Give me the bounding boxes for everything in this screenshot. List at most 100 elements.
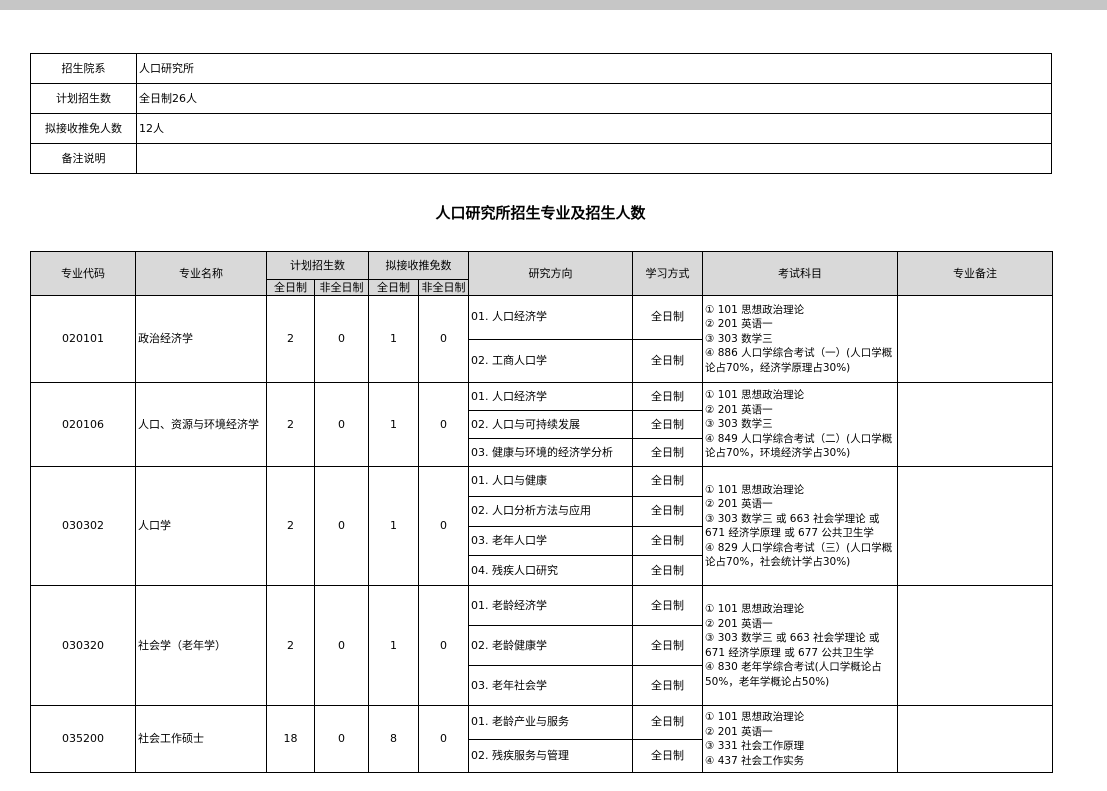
program-remark	[897, 705, 1053, 773]
exam-subject: ④ 849 人口学综合考试（二）(人口学概论占70%，环境经济学占30%)	[705, 432, 893, 460]
exam-subjects: ① 101 思想政治理论 ② 201 英语一 ③ 303 数学三 ④ 849 人口学综…	[702, 382, 898, 467]
direction: 01. 老龄经济学	[468, 585, 633, 626]
exam-subjects: ① 101 思想政治理论 ② 201 英语一 ③ 331 社会工作原理 ④ 437 社…	[702, 705, 898, 773]
direction: 01. 人口经济学	[468, 382, 633, 411]
exam-subject: ④ 886 人口学综合考试（一）(人口学概论占70%，经济学原理占30%)	[705, 347, 893, 374]
info-label: 计划招生数	[30, 83, 137, 114]
header-plan-full: 全日制	[266, 279, 315, 296]
header-name: 专业名称	[135, 251, 267, 296]
exam-subject: ① 101 思想政治理论	[705, 603, 805, 615]
study-mode: 全日制	[632, 382, 703, 411]
plan-full: 2	[266, 382, 315, 467]
program-remark	[897, 382, 1053, 467]
info-row: 拟接收推免人数 12人	[30, 113, 1052, 144]
page-title: 人口研究所招生专业及招生人数	[435, 204, 646, 222]
program-row: 020106 人口、资源与环境经济学 2 0 1 0 01. 人口经济学 全日制 ①…	[30, 382, 1053, 467]
info-row: 计划招生数 全日制26人	[30, 83, 1052, 114]
tuimian-full: 1	[368, 466, 419, 586]
direction: 03. 老年人口学	[468, 525, 633, 557]
exam-subject: ① 101 思想政治理论	[705, 483, 805, 496]
header-tm-full: 全日制	[368, 279, 419, 296]
study-mode: 全日制	[632, 338, 703, 383]
direction: 03. 健康与环境的经济学分析	[468, 438, 633, 467]
header-plan-part: 非全日制	[314, 279, 369, 296]
program-remark	[897, 466, 1053, 586]
header-exam: 考试科目	[702, 251, 898, 296]
header-mode: 学习方式	[632, 251, 703, 296]
tuimian-part: 0	[418, 585, 469, 706]
program-row: 03. 健康与环境的经济学分析 全日制	[31, 438, 1053, 467]
plan-full: 18	[266, 705, 315, 773]
study-mode: 全日制	[632, 665, 703, 706]
exam-subject: ① 101 思想政治理论	[705, 389, 805, 402]
program-code: 020101	[30, 295, 136, 383]
exam-subject: ③ 331 社会工作原理	[705, 740, 805, 752]
direction: 02. 残疾服务与管理	[468, 738, 633, 773]
header-direction: 研究方向	[468, 251, 633, 296]
direction: 01. 老龄产业与服务	[468, 705, 633, 740]
tuimian-part: 0	[418, 295, 469, 383]
direction: 02. 工商人口学	[468, 338, 633, 383]
tuimian-part: 0	[418, 466, 469, 586]
program-row: 03. 老年人口学 全日制	[31, 525, 1053, 557]
direction: 02. 老龄健康学	[468, 625, 633, 666]
exam-subject: ② 201 英语一	[705, 498, 773, 510]
plan-full: 2	[266, 585, 315, 706]
info-value: 人口研究所	[136, 53, 1052, 84]
header-remark: 专业备注	[897, 251, 1053, 296]
program-row: 020101 政治经济学 2 0 1 0 01. 人口经济学 全日制 ① 101 思…	[30, 295, 1053, 383]
header-tm-part: 非全日制	[418, 279, 469, 296]
study-mode: 全日制	[632, 410, 703, 439]
info-value: 全日制26人	[136, 83, 1052, 114]
program-remark	[897, 295, 1053, 383]
study-mode: 全日制	[632, 585, 703, 626]
program-name: 社会工作硕士	[135, 705, 267, 773]
direction: 03. 老年社会学	[468, 665, 633, 706]
study-mode: 全日制	[632, 525, 703, 557]
header-tuimian: 拟接收推免数	[368, 251, 469, 280]
info-value	[136, 143, 1052, 174]
exam-subject: ④ 830 老年学综合考试(人口学概论占50%，老年学概论占50%)	[705, 661, 882, 688]
program-remark	[897, 585, 1053, 706]
program-name: 政治经济学	[135, 295, 267, 383]
exam-subject: ③ 303 数学三	[705, 418, 773, 431]
direction: 04. 残疾人口研究	[468, 555, 633, 586]
exam-subject: ② 201 英语一	[705, 617, 773, 630]
direction: 02. 人口分析方法与应用	[468, 495, 633, 527]
info-label: 拟接收推免人数	[30, 113, 137, 144]
exam-subject: ② 201 英语一	[705, 403, 773, 416]
plan-part: 0	[314, 295, 369, 383]
exam-subject: ③ 303 数学三 或 663 社会学理论 或 671 经济学原理 或 677 …	[705, 512, 880, 540]
direction: 01. 人口与健康	[468, 466, 633, 497]
exam-subject: ① 101 思想政治理论	[705, 303, 805, 316]
program-code: 020106	[30, 382, 136, 467]
plan-full: 2	[266, 466, 315, 586]
study-mode: 全日制	[632, 495, 703, 527]
plan-part: 0	[314, 382, 369, 467]
info-label: 备注说明	[30, 143, 137, 174]
program-row: 030320 社会学（老年学） 2 0 1 0 01. 老龄经济学 全日制 ① 10…	[30, 585, 1053, 706]
info-label: 招生院系	[30, 53, 137, 84]
header-code: 专业代码	[30, 251, 136, 296]
study-mode: 全日制	[632, 625, 703, 666]
study-mode: 全日制	[632, 438, 703, 467]
exam-subject: ② 201 英语一	[705, 725, 773, 738]
header-plan: 计划招生数	[266, 251, 369, 280]
exam-subjects: ① 101 思想政治理论 ② 201 英语一 ③ 303 数学三 或 663 社会学…	[702, 585, 898, 706]
tuimian-full: 1	[368, 295, 419, 383]
direction: 02. 人口与可持续发展	[468, 410, 633, 439]
program-row: 02. 人口分析方法与应用 全日制	[31, 495, 1053, 527]
program-row: 02. 残疾服务与管理 全日制	[31, 738, 1053, 773]
tuimian-part: 0	[418, 705, 469, 773]
program-table: 专业代码 专业名称 计划招生数 拟接收推免数 研究方向 学习方式 考试科目 专业…	[30, 251, 1053, 773]
study-mode: 全日制	[632, 738, 703, 773]
exam-subject: ③ 303 数学三	[705, 332, 773, 345]
program-row: 04. 残疾人口研究 全日制	[31, 555, 1053, 586]
tuimian-full: 8	[368, 705, 419, 773]
exam-subject: ④ 829 人口学综合考试（三）(人口学概论占70%，社会统计学占30%)	[705, 541, 893, 569]
info-value: 12人	[136, 113, 1052, 144]
program-name: 人口、资源与环境经济学	[135, 382, 267, 467]
exam-subject: ④ 437 社会工作实务	[705, 754, 805, 767]
plan-part: 0	[314, 585, 369, 706]
study-mode: 全日制	[632, 295, 703, 340]
